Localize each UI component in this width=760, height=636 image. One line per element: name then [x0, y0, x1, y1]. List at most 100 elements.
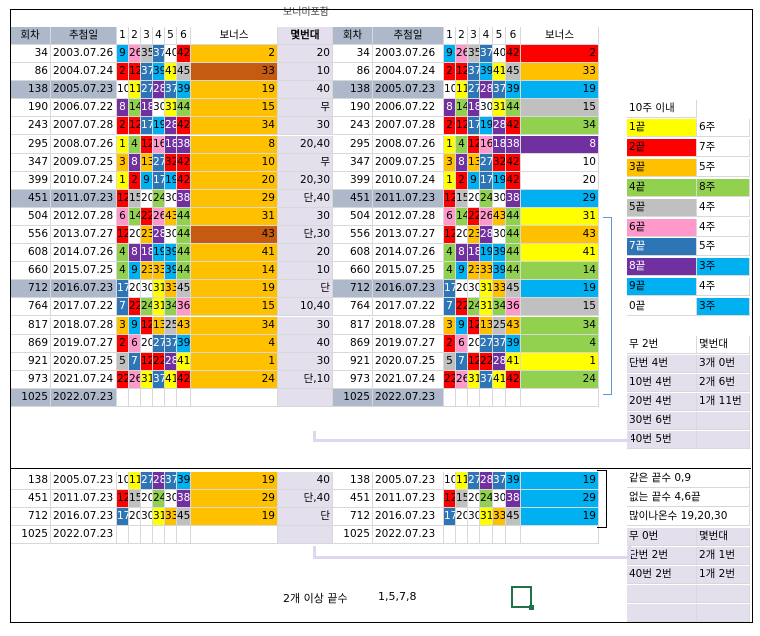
- bonus-cell[interactable]: 19: [521, 81, 599, 99]
- number-cell[interactable]: 20: [141, 190, 153, 208]
- number-cell[interactable]: 28: [165, 117, 177, 135]
- gap-cell[interactable]: 40: [278, 335, 333, 353]
- number-cell[interactable]: 20: [456, 508, 468, 526]
- bonus-cell[interactable]: 14: [191, 262, 278, 280]
- stats-cell[interactable]: 단번 2번: [627, 547, 697, 565]
- number-cell[interactable]: 17: [444, 280, 456, 298]
- date-cell[interactable]: 2007.07.28: [373, 117, 444, 135]
- legend-end-cell[interactable]: 0끝: [627, 298, 697, 316]
- date-cell[interactable]: 2021.07.24: [51, 371, 117, 389]
- note-cell[interactable]: 많이나온수 19,20,30: [627, 508, 750, 526]
- number-cell[interactable]: 31: [153, 508, 165, 526]
- date-cell[interactable]: 2005.07.23: [51, 472, 117, 490]
- legend-week-cell[interactable]: 6주: [697, 119, 750, 137]
- number-cell[interactable]: 35: [468, 45, 480, 63]
- date-cell[interactable]: 2019.07.27: [373, 335, 444, 353]
- number-cell[interactable]: 38: [177, 190, 191, 208]
- round-cell[interactable]: 243: [333, 117, 373, 135]
- number-cell[interactable]: 24: [141, 298, 153, 316]
- number-cell[interactable]: 11: [456, 81, 468, 99]
- number-cell[interactable]: 20: [468, 490, 480, 508]
- number-cell[interactable]: 7: [117, 298, 129, 316]
- bonus-cell[interactable]: 19: [521, 280, 599, 298]
- number-cell[interactable]: 15: [129, 190, 141, 208]
- number-cell[interactable]: 30: [480, 99, 493, 117]
- number-cell[interactable]: 14: [129, 208, 141, 226]
- number-cell[interactable]: 30: [165, 190, 177, 208]
- number-cell[interactable]: 38: [506, 490, 521, 508]
- number-cell[interactable]: 31: [141, 371, 153, 389]
- round-cell[interactable]: 138: [333, 472, 373, 490]
- round-cell[interactable]: 764: [10, 298, 51, 316]
- date-cell[interactable]: 2005.07.23: [51, 81, 117, 99]
- bonus-cell[interactable]: 4: [191, 335, 278, 353]
- bonus-cell[interactable]: 20: [521, 172, 599, 190]
- number-cell[interactable]: 42: [177, 45, 191, 63]
- number-cell[interactable]: 26: [153, 208, 165, 226]
- number-cell[interactable]: 30: [468, 280, 480, 298]
- number-cell[interactable]: 26: [456, 45, 468, 63]
- number-cell[interactable]: 24: [153, 190, 165, 208]
- header-cell[interactable]: 추첨일: [373, 27, 444, 45]
- number-cell[interactable]: 36: [506, 298, 521, 316]
- number-cell[interactable]: 12: [456, 117, 468, 135]
- legend-end-cell[interactable]: 3끝: [627, 159, 697, 177]
- number-cell[interactable]: 34: [493, 298, 506, 316]
- header-cell[interactable]: 3: [141, 27, 153, 45]
- date-cell[interactable]: 2022.07.23: [51, 526, 117, 544]
- bonus-cell[interactable]: 1: [521, 353, 599, 371]
- legend-week-cell[interactable]: 4주: [697, 199, 750, 217]
- number-cell[interactable]: 8: [129, 154, 141, 172]
- number-cell[interactable]: 39: [480, 63, 493, 81]
- stats-cell[interactable]: 단번 4번: [627, 355, 697, 373]
- date-cell[interactable]: 2011.07.23: [373, 490, 444, 508]
- number-cell[interactable]: 33: [480, 262, 493, 280]
- number-cell[interactable]: 37: [165, 81, 177, 99]
- number-cell[interactable]: 10: [117, 81, 129, 99]
- number-cell[interactable]: 27: [153, 154, 165, 172]
- number-cell[interactable]: 23: [468, 262, 480, 280]
- number-cell[interactable]: 12: [117, 226, 129, 244]
- number-cell[interactable]: 33: [165, 280, 177, 298]
- header-cell[interactable]: 1: [117, 27, 129, 45]
- date-cell[interactable]: 2015.07.25: [373, 262, 444, 280]
- legend-title[interactable]: 10주 이내: [627, 100, 697, 118]
- round-cell[interactable]: 34: [10, 45, 51, 63]
- number-cell[interactable]: 12: [129, 117, 141, 135]
- round-cell[interactable]: 973: [10, 371, 51, 389]
- round-cell[interactable]: 1025: [10, 526, 51, 544]
- gap-cell[interactable]: 40: [278, 472, 333, 490]
- number-cell[interactable]: 22: [480, 353, 493, 371]
- bonus-cell[interactable]: 19: [191, 508, 278, 526]
- round-cell[interactable]: 86: [333, 63, 373, 81]
- stats-cell[interactable]: [627, 604, 697, 622]
- number-cell[interactable]: 14: [456, 208, 468, 226]
- date-cell[interactable]: 2011.07.23: [51, 490, 117, 508]
- number-cell[interactable]: 30: [493, 190, 506, 208]
- number-cell[interactable]: 31: [153, 298, 165, 316]
- number-cell[interactable]: 24: [480, 490, 493, 508]
- date-cell[interactable]: 2019.07.27: [51, 335, 117, 353]
- number-cell[interactable]: 14: [129, 99, 141, 117]
- number-cell[interactable]: 17: [480, 172, 493, 190]
- number-cell[interactable]: 44: [177, 244, 191, 262]
- number-cell[interactable]: 11: [456, 472, 468, 490]
- number-cell[interactable]: [177, 526, 191, 544]
- number-cell[interactable]: 13: [480, 317, 493, 335]
- bonus-cell[interactable]: [191, 526, 278, 544]
- number-cell[interactable]: 27: [468, 472, 480, 490]
- number-cell[interactable]: [456, 389, 468, 407]
- bonus-cell[interactable]: [191, 389, 278, 407]
- date-cell[interactable]: 2022.07.23: [51, 389, 117, 407]
- number-cell[interactable]: 24: [480, 190, 493, 208]
- number-cell[interactable]: 34: [165, 298, 177, 316]
- legend-week-cell[interactable]: 5주: [697, 238, 750, 256]
- round-cell[interactable]: 138: [333, 81, 373, 99]
- header-cell[interactable]: 2: [129, 27, 141, 45]
- number-cell[interactable]: 12: [444, 190, 456, 208]
- bonus-cell[interactable]: 24: [191, 371, 278, 389]
- number-cell[interactable]: 2: [117, 117, 129, 135]
- number-cell[interactable]: 12: [456, 63, 468, 81]
- number-cell[interactable]: 28: [493, 353, 506, 371]
- legend-end-cell[interactable]: 6끝: [627, 219, 697, 237]
